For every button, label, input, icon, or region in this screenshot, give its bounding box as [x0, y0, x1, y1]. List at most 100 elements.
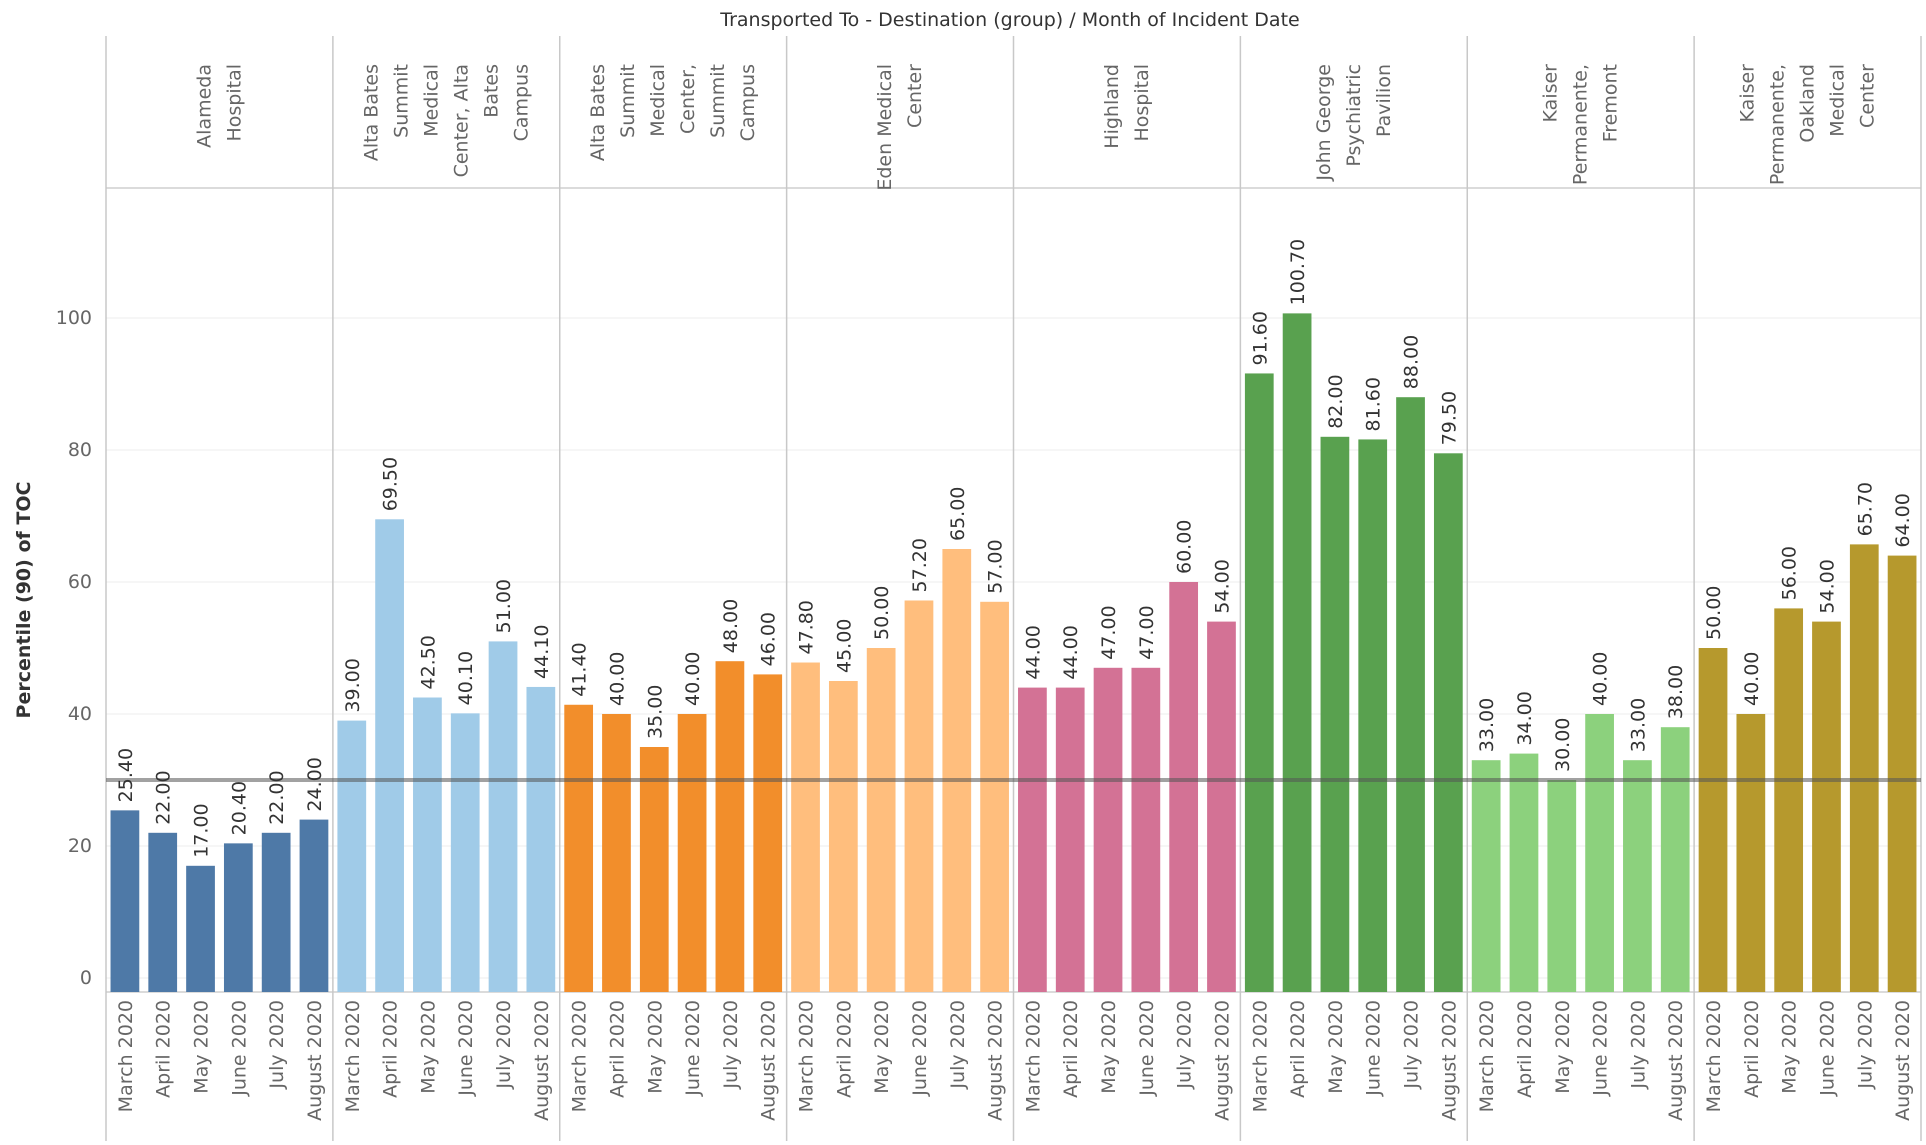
data-label: 51.00 [493, 579, 515, 633]
group-header-line: Pavilion [1373, 64, 1395, 137]
x-tick-label: March 2020 [1703, 1000, 1725, 1112]
group-header-line: Alta Bates [587, 64, 609, 161]
x-tick-label: March 2020 [1022, 1000, 1044, 1112]
x-tick-label: June 2020 [1363, 1000, 1385, 1097]
data-label: 47.80 [796, 600, 818, 654]
x-tick-label: July 2020 [947, 1000, 969, 1090]
x-tick-label: March 2020 [342, 1000, 364, 1112]
group-header-line: Campus [737, 64, 759, 141]
group-header-line: Alameda [193, 64, 215, 148]
data-label: 33.00 [1627, 698, 1649, 752]
x-tick-label: May 2020 [1552, 1000, 1574, 1094]
bar [1623, 760, 1652, 992]
bar [1131, 667, 1161, 992]
bar [1320, 436, 1350, 992]
y-tick-label: 40 [68, 703, 92, 725]
bar [1736, 714, 1766, 992]
bar [1433, 453, 1463, 992]
x-tick-label: July 2020 [720, 1000, 742, 1090]
x-tick-label: July 2020 [266, 1000, 288, 1090]
chart-title: Transported To - Destination (group) / M… [719, 9, 1299, 31]
x-tick-label: July 2020 [1401, 1000, 1423, 1090]
data-label: 57.00 [985, 539, 1007, 593]
data-label: 20.40 [228, 781, 250, 835]
group-header-label: Kaiser Permanente, Oakland Medical Center [1737, 64, 1879, 185]
data-label: 60.00 [1174, 520, 1196, 574]
x-tick-label: June 2020 [682, 1000, 704, 1097]
x-tick-label: April 2020 [380, 1000, 402, 1098]
bar [1358, 439, 1388, 992]
bar [148, 832, 178, 992]
data-label: 56.00 [1779, 546, 1801, 600]
data-label: 40.00 [1741, 652, 1763, 706]
bar [639, 747, 669, 992]
x-tick-label: March 2020 [569, 1000, 591, 1112]
x-tick-label: March 2020 [796, 1000, 818, 1112]
data-label: 65.70 [1854, 482, 1876, 536]
group-header-line: Medical [1827, 64, 1849, 137]
x-tick-label: June 2020 [909, 1000, 931, 1097]
x-tick-label: July 2020 [1854, 1000, 1876, 1090]
y-tick-label: 0 [80, 967, 92, 989]
data-labels: 25.40 22.00 17.00 20.40 22.00 24.00 39.00 69.50… [115, 239, 1914, 858]
bar [1774, 608, 1804, 992]
data-label: 40.10 [455, 651, 477, 705]
bar [602, 714, 631, 992]
group-header-label: Eden Medical Center [874, 64, 926, 191]
group-header-label: Highland Hospital [1101, 64, 1153, 149]
group-header-line: Oakland [1797, 64, 1819, 143]
x-tick-label: April 2020 [1060, 1000, 1082, 1098]
group-header-label: Alta Bates Summit Medical Center, Summit Camp… [587, 64, 759, 161]
bar [1812, 621, 1841, 992]
data-label: 33.00 [1476, 698, 1498, 752]
bar [1282, 313, 1312, 992]
x-tick-label: July 2020 [1627, 1000, 1649, 1090]
data-label: 69.50 [380, 457, 402, 511]
group-header-line: Alta Bates [360, 64, 382, 161]
group-header-line: Center [1857, 64, 1879, 128]
x-tick-label: May 2020 [1779, 1000, 1801, 1094]
x-tick-label: June 2020 [1816, 1000, 1838, 1097]
bar [715, 661, 745, 992]
bar [450, 713, 480, 992]
group-header-line: Hospital [1131, 64, 1153, 142]
data-label: 22.00 [153, 770, 175, 824]
data-label: 40.00 [606, 652, 628, 706]
data-label: 50.00 [1703, 586, 1725, 640]
bar [413, 697, 442, 992]
data-label: 42.50 [417, 635, 439, 689]
x-tick-label: August 2020 [1438, 1000, 1460, 1121]
bar [1396, 397, 1425, 992]
data-label: 57.20 [909, 538, 931, 592]
x-tick-label: April 2020 [153, 1000, 175, 1098]
group-header-line: Summit [617, 64, 639, 138]
data-label: 22.00 [266, 770, 288, 824]
x-tick-label: August 2020 [1892, 1000, 1914, 1121]
bar [1585, 714, 1614, 992]
data-label: 47.00 [1136, 605, 1158, 659]
data-label: 54.00 [1211, 559, 1233, 613]
data-label: 48.00 [720, 599, 742, 653]
group-header-line: John George [1313, 64, 1335, 182]
x-tick-label: March 2020 [1476, 1000, 1498, 1112]
group-header-line: Summit [707, 64, 729, 138]
bar [753, 674, 783, 992]
group-header-line: Psychiatric [1343, 64, 1365, 167]
bar [1244, 373, 1274, 992]
group-header-line: Medical [420, 64, 442, 137]
group-header-line: Kaiser [1737, 64, 1759, 123]
data-label: 30.00 [1552, 718, 1574, 772]
bar [1509, 753, 1539, 992]
y-tick-label: 80 [68, 439, 92, 461]
bar [791, 662, 820, 992]
x-tick-label: August 2020 [1665, 1000, 1687, 1121]
data-label: 54.00 [1816, 559, 1838, 613]
bar [564, 704, 594, 992]
data-label: 44.00 [1060, 625, 1082, 679]
group-header-label: Kaiser Permanente, Fremont [1540, 64, 1622, 185]
group-header-line: Permanente, [1767, 64, 1789, 185]
y-tick-label: 20 [68, 835, 92, 857]
data-label: 41.40 [569, 642, 591, 696]
bar [1018, 687, 1047, 992]
